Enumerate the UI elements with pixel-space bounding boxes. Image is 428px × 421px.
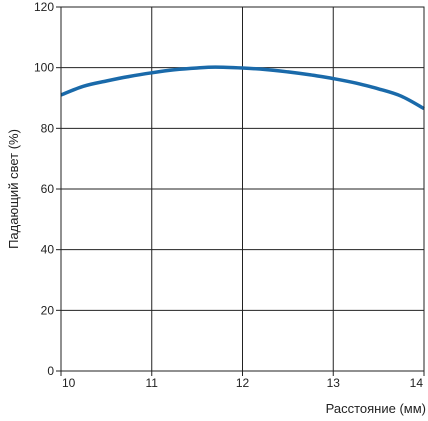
y-tick-label: 0 <box>47 364 54 378</box>
y-tick-label: 20 <box>41 303 55 317</box>
series-line <box>60 65 425 111</box>
y-tick-label: 100 <box>34 61 54 75</box>
x-tick-label: 11 <box>146 376 159 390</box>
y-tick-label: 120 <box>34 0 54 14</box>
plot-frame <box>60 6 425 372</box>
x-tick-label: 12 <box>236 376 250 390</box>
y-axis-label: Падающий свет (%) <box>6 129 21 249</box>
x-tick-label: 13 <box>327 376 341 390</box>
grid <box>56 6 425 376</box>
y-tick-label: 60 <box>41 182 55 196</box>
series-layer <box>60 65 425 111</box>
y-tick-label: 40 <box>41 243 55 257</box>
y-tick-label: 80 <box>41 121 55 135</box>
x-axis-label: Расстояние (мм) <box>326 401 426 416</box>
x-tick-label: 14 <box>410 376 424 390</box>
tick-labels: 10 11 12 13 14 0 20 40 60 80 100 120 <box>34 0 423 390</box>
x-tick-label: 10 <box>62 376 76 390</box>
